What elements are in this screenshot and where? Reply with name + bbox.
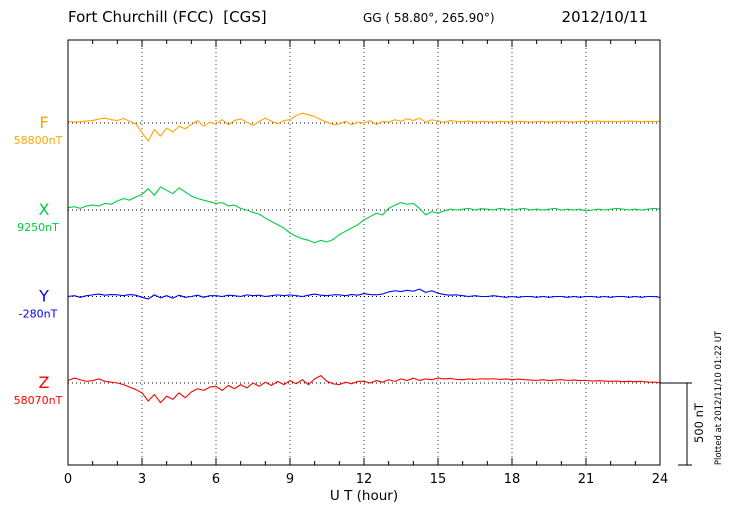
channel-baseline-value-X: 9250nT — [17, 221, 59, 234]
plot-date: 2012/10/11 — [561, 8, 648, 26]
x-axis-label: U T (hour) — [329, 488, 399, 504]
channel-baseline-value-F: 58800nT — [14, 134, 63, 147]
trace-Z — [67, 375, 661, 404]
channel-label-X: X — [39, 200, 50, 219]
channel-label-Y: Y — [38, 287, 49, 306]
x-tick-label-21: 21 — [578, 472, 595, 487]
trace-X — [67, 186, 661, 244]
plotted-at-note: Plotted at 2012/11/10 01:22 UT — [714, 330, 724, 466]
station-title: Fort Churchill (FCC) [CGS] — [68, 8, 267, 26]
x-tick-label-18: 18 — [504, 472, 521, 487]
x-tick-label-9: 9 — [286, 472, 294, 487]
trace-Y — [67, 288, 661, 300]
trace-F — [67, 112, 661, 142]
x-tick-label-3: 3 — [138, 472, 146, 487]
gg-coordinates: GG ( 58.80°, 265.90°) — [363, 11, 495, 25]
x-tick-label-12: 12 — [356, 472, 373, 487]
channel-label-F: F — [39, 113, 48, 132]
x-tick-label-6: 6 — [212, 472, 220, 487]
x-tick-label-15: 15 — [430, 472, 447, 487]
plot-border — [67, 39, 661, 466]
channel-baseline-value-Y: -280nT — [19, 308, 58, 321]
channel-baseline-value-Z: 58070nT — [14, 394, 63, 407]
x-tick-label-24: 24 — [652, 472, 669, 487]
scale-bar-label: 500 nT — [692, 403, 706, 443]
channel-label-Z: Z — [39, 373, 50, 392]
x-tick-label-0: 0 — [64, 472, 72, 487]
